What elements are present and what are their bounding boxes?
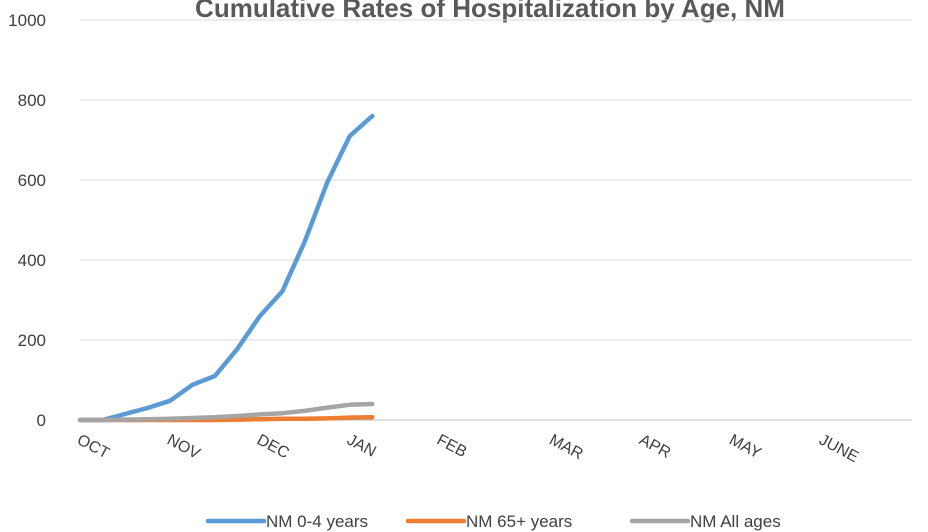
x-tick-label: NOV: [164, 432, 203, 463]
y-tick-label: 400: [18, 251, 46, 270]
y-tick-label: 600: [18, 171, 46, 190]
x-tick-label: MAY: [726, 432, 764, 463]
legend-label: NM 0-4 years: [266, 512, 368, 531]
legend: NM 0-4 years NM 65+ years NM All ages: [205, 512, 781, 531]
x-tick-label: JAN: [344, 432, 379, 461]
x-tick-label: DEC: [254, 432, 292, 463]
series-line-nm-all-ages: [77, 401, 375, 423]
y-tick-label: 200: [18, 331, 46, 350]
y-tick-label: 0: [37, 411, 46, 430]
gridlines: [80, 19, 912, 421]
x-tick-label: MAR: [546, 432, 585, 464]
plot-area: [77, 113, 375, 423]
x-tick-label: OCT: [74, 432, 112, 463]
x-tick-label: APR: [636, 432, 673, 462]
legend-label: NM 65+ years: [466, 512, 572, 531]
chart-title: Cumulative Rates of Hospitalization by A…: [195, 0, 785, 23]
series-line-nm-0-4-years: [77, 113, 375, 423]
y-tick-label: 1000: [8, 11, 46, 30]
y-tick-label: 800: [18, 91, 46, 110]
x-tick-label: FEB: [434, 432, 469, 462]
x-tick-label: JUNE: [816, 432, 861, 467]
y-axis-ticks: 0 200 400 600 800 1000: [8, 11, 46, 430]
x-axis-ticks: OCT NOV DEC JAN FEB MAR APR MAY JUNE: [74, 432, 861, 467]
legend-label: NM All ages: [690, 512, 781, 531]
